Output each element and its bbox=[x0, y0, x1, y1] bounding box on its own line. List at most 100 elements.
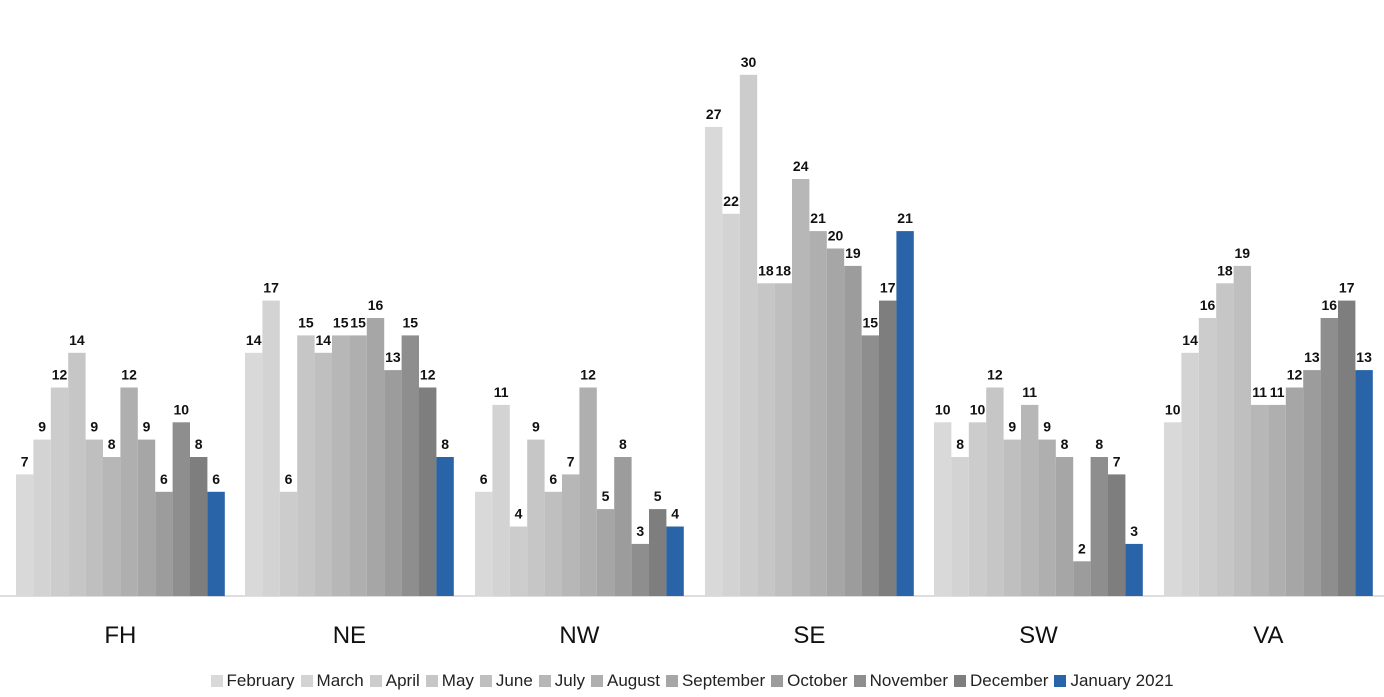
legend-label: November bbox=[869, 671, 949, 690]
legend-swatch bbox=[210, 675, 223, 687]
bar-va-may bbox=[1216, 283, 1234, 597]
legend-item: November bbox=[853, 671, 949, 691]
bar-va-november bbox=[1320, 318, 1338, 596]
bar-va-april bbox=[1198, 318, 1217, 596]
category-label: NE bbox=[333, 622, 366, 649]
data-label: 22 bbox=[723, 193, 739, 209]
bar-se-march bbox=[722, 213, 740, 597]
bar-se-april bbox=[739, 74, 758, 597]
legend-label: February bbox=[226, 671, 295, 690]
bar-ne-march bbox=[262, 300, 280, 596]
data-label: 6 bbox=[285, 471, 293, 487]
data-label: 15 bbox=[863, 314, 879, 330]
legend-label: January 2021 bbox=[1070, 671, 1174, 690]
bar-va-december bbox=[1338, 300, 1356, 596]
bar-sw-september bbox=[1055, 457, 1074, 596]
category-label: FH bbox=[104, 622, 136, 649]
data-label: 11 bbox=[1252, 384, 1267, 400]
bar-nw-september bbox=[596, 509, 615, 596]
bar-ne-september bbox=[366, 318, 385, 596]
legend-label: March bbox=[316, 671, 364, 690]
data-label: 12 bbox=[121, 367, 137, 383]
legend-item: January 2021 bbox=[1054, 671, 1173, 691]
bar-nw-april bbox=[509, 526, 528, 596]
legend-label: August bbox=[607, 671, 660, 690]
data-label: 15 bbox=[403, 314, 419, 330]
legend-label: April bbox=[385, 671, 420, 690]
bar-se-september bbox=[826, 248, 845, 596]
bar-sw-october bbox=[1073, 561, 1091, 597]
data-label: 3 bbox=[1130, 523, 1138, 539]
data-label: 6 bbox=[160, 471, 168, 487]
legend-item: August bbox=[591, 671, 660, 691]
bar-se-october bbox=[844, 265, 862, 596]
data-label: 11 bbox=[1270, 384, 1285, 400]
data-label: 9 bbox=[1043, 419, 1051, 435]
category-label: VA bbox=[1253, 622, 1283, 649]
legend-swatch bbox=[425, 675, 438, 687]
data-label: 2 bbox=[1078, 540, 1086, 556]
bar-fh-october bbox=[155, 491, 173, 597]
data-label: 17 bbox=[880, 280, 896, 296]
data-label: 19 bbox=[1235, 245, 1251, 261]
data-label: 27 bbox=[706, 106, 722, 122]
bar-se-august bbox=[809, 231, 827, 596]
bar-sw-june bbox=[1003, 439, 1021, 596]
bar-se-june bbox=[774, 283, 792, 597]
bar-nw-november bbox=[631, 543, 649, 596]
bar-fh-june bbox=[85, 439, 103, 596]
data-label: 7 bbox=[567, 453, 575, 469]
bar-va-august bbox=[1268, 404, 1286, 596]
data-label: 8 bbox=[1095, 436, 1103, 452]
bar-va-february bbox=[1164, 422, 1182, 597]
legend-label: December bbox=[970, 671, 1049, 690]
data-label: 11 bbox=[1022, 384, 1037, 400]
data-label: 4 bbox=[671, 506, 679, 522]
data-label: 10 bbox=[174, 401, 190, 417]
data-label: 15 bbox=[298, 314, 314, 330]
data-label: 6 bbox=[212, 471, 220, 487]
data-label: 12 bbox=[987, 367, 1003, 383]
bar-sw-november bbox=[1090, 457, 1108, 596]
bar-sw-july bbox=[1021, 404, 1039, 596]
data-label: 8 bbox=[956, 436, 964, 452]
bar-fh-april bbox=[50, 387, 69, 596]
legend-item: February bbox=[210, 671, 295, 691]
category-label: SE bbox=[793, 622, 825, 649]
bar-sw-december bbox=[1108, 474, 1126, 596]
data-label: 6 bbox=[480, 471, 488, 487]
data-label: 14 bbox=[246, 332, 262, 348]
data-label: 18 bbox=[758, 262, 774, 278]
bar-fh-february bbox=[16, 474, 34, 596]
data-label: 9 bbox=[38, 419, 46, 435]
bar-fh-march bbox=[33, 439, 51, 596]
bar-sw-january-2021 bbox=[1125, 543, 1143, 596]
bar-nw-june bbox=[544, 491, 562, 597]
bar-ne-october bbox=[384, 370, 402, 596]
bar-ne-december bbox=[419, 387, 437, 596]
legend-label: June bbox=[495, 671, 533, 690]
bar-sw-february bbox=[934, 422, 952, 597]
legend-item: March bbox=[300, 671, 364, 691]
data-label: 12 bbox=[580, 367, 596, 383]
legend-item: July bbox=[538, 671, 586, 691]
bar-fh-september bbox=[137, 439, 156, 596]
data-label: 15 bbox=[333, 314, 349, 330]
legend-label: July bbox=[554, 671, 586, 690]
data-label: 4 bbox=[515, 506, 523, 522]
data-label: 18 bbox=[1217, 262, 1233, 278]
data-label: 8 bbox=[195, 436, 203, 452]
category-label: NW bbox=[559, 622, 599, 649]
data-label: 30 bbox=[741, 54, 757, 70]
data-label: 19 bbox=[845, 245, 861, 261]
data-label: 12 bbox=[1287, 367, 1303, 383]
data-label: 13 bbox=[1356, 349, 1372, 365]
data-label: 5 bbox=[654, 488, 662, 504]
bar-nw-january-2021 bbox=[666, 526, 684, 596]
legend-swatch bbox=[954, 675, 967, 687]
bar-fh-august bbox=[120, 387, 138, 596]
bar-sw-april bbox=[968, 422, 987, 597]
data-label: 13 bbox=[1304, 349, 1320, 365]
bar-ne-january-2021 bbox=[436, 457, 454, 596]
